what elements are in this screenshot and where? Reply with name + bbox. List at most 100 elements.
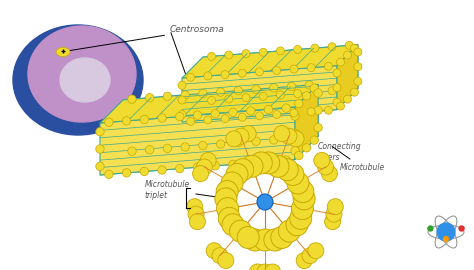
Circle shape [428,226,433,231]
Circle shape [259,48,267,56]
Circle shape [225,51,233,59]
Ellipse shape [28,26,136,122]
Circle shape [345,85,353,93]
Circle shape [328,43,336,51]
Circle shape [96,127,104,136]
Circle shape [302,248,318,264]
Circle shape [324,106,332,114]
Circle shape [302,92,311,100]
Ellipse shape [56,48,70,56]
Circle shape [250,152,272,174]
Circle shape [206,243,222,259]
Circle shape [221,70,229,79]
Circle shape [333,98,341,106]
Circle shape [140,115,148,124]
Circle shape [233,128,249,144]
Ellipse shape [13,25,143,135]
Circle shape [314,106,322,114]
Text: Centrosoma: Centrosoma [70,25,225,50]
Circle shape [238,113,246,121]
Circle shape [354,48,362,56]
Circle shape [146,94,154,102]
Circle shape [226,163,248,185]
Circle shape [321,166,337,182]
Circle shape [178,81,186,89]
Circle shape [344,51,351,59]
Circle shape [291,129,299,138]
Circle shape [273,66,281,75]
Circle shape [254,229,276,251]
Circle shape [234,139,243,147]
Circle shape [337,102,345,110]
Circle shape [273,110,281,119]
Circle shape [291,112,299,120]
Polygon shape [203,45,358,101]
Circle shape [190,214,205,230]
Circle shape [302,144,311,152]
Circle shape [96,162,104,171]
Circle shape [188,206,204,222]
Circle shape [308,243,324,259]
Circle shape [222,214,244,236]
Circle shape [287,172,309,194]
Circle shape [196,159,212,175]
Circle shape [255,112,264,120]
Circle shape [314,123,322,132]
Circle shape [229,160,237,168]
Circle shape [187,117,195,125]
Polygon shape [100,84,318,123]
Circle shape [178,96,186,104]
Circle shape [234,86,243,95]
Circle shape [238,69,246,77]
Circle shape [295,99,303,108]
Circle shape [221,114,229,123]
Circle shape [241,155,263,177]
Circle shape [276,47,284,55]
Circle shape [246,107,255,115]
Circle shape [337,58,345,66]
Circle shape [259,92,267,100]
Circle shape [293,46,301,53]
Circle shape [208,52,216,60]
Circle shape [282,163,304,185]
Circle shape [128,147,136,156]
Circle shape [252,85,260,93]
Circle shape [350,88,358,96]
Text: Connecting
fibers: Connecting fibers [298,133,362,162]
Circle shape [345,41,353,49]
Circle shape [354,63,362,71]
Circle shape [310,84,319,92]
Circle shape [217,198,238,220]
Circle shape [314,89,322,97]
Circle shape [307,108,315,116]
Circle shape [211,161,219,170]
Circle shape [193,163,202,171]
Circle shape [158,114,166,122]
Circle shape [215,188,237,210]
Circle shape [122,117,131,125]
Circle shape [216,181,238,202]
Circle shape [240,126,256,142]
Circle shape [122,169,131,177]
Circle shape [350,44,358,52]
Circle shape [276,159,298,181]
Circle shape [282,156,291,164]
Circle shape [310,136,319,144]
Circle shape [255,68,264,76]
Circle shape [181,143,189,151]
Circle shape [296,252,312,268]
Circle shape [282,104,291,112]
Circle shape [200,153,216,168]
Circle shape [307,64,315,72]
Circle shape [181,91,189,99]
Circle shape [292,198,313,220]
Circle shape [318,159,334,175]
Circle shape [314,153,330,168]
Circle shape [278,220,301,242]
Circle shape [274,126,290,142]
Circle shape [293,188,315,210]
Circle shape [237,227,259,248]
Circle shape [290,207,312,229]
Circle shape [163,92,172,100]
Circle shape [175,164,184,173]
